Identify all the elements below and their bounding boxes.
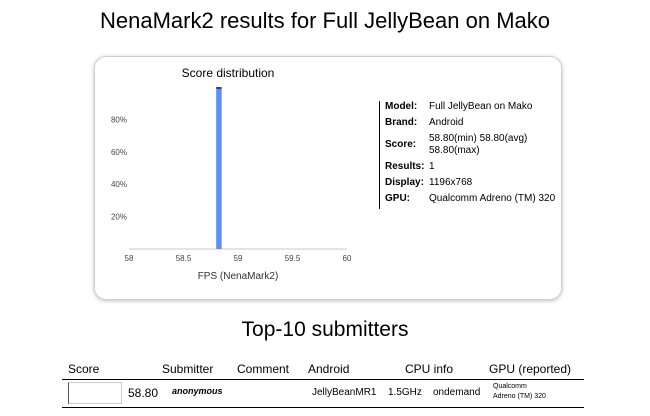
- row-submitter: anonymous: [172, 386, 223, 396]
- score-bar: [68, 382, 122, 404]
- info-value: 58.80(min) 58.80(avg) 58.80(max): [429, 133, 528, 156]
- info-key: Results:: [385, 161, 425, 172]
- y-tick-label: 20%: [111, 213, 127, 222]
- row-score: 58.80: [128, 386, 159, 400]
- info-row-model: Model: Full JellyBean on Mako: [385, 101, 561, 113]
- results-card: Score distribution FPS (NenaMark2) 58 58.…: [94, 56, 562, 300]
- chart-title: Score distribution: [182, 66, 275, 80]
- column-header-score: Score: [68, 362, 100, 376]
- column-header-gpu: GPU (reported): [489, 362, 572, 376]
- y-tick-label: 60%: [111, 148, 127, 157]
- column-header-android: Android: [308, 362, 350, 376]
- x-axis-label: FPS (NenaMark2): [198, 271, 279, 282]
- submitters-title: Top-10 submitters: [241, 318, 409, 341]
- info-row-gpu: GPU: Qualcomm Adreno (TM) 320: [385, 193, 561, 205]
- info-value: 1: [429, 161, 435, 172]
- column-header-submitter: Submitter: [162, 362, 214, 376]
- header-divider: [62, 379, 584, 380]
- info-key: Brand:: [385, 117, 418, 128]
- row-divider: [62, 407, 584, 408]
- info-key: Model:: [385, 101, 418, 112]
- row-android: JellyBeanMR1: [312, 387, 377, 398]
- x-tick-label: 58: [125, 254, 134, 263]
- info-value: Android: [429, 117, 464, 128]
- page-title: NenaMark2 results for Full JellyBean on …: [100, 8, 550, 33]
- row-gpu-model: Adreno (TM) 320: [493, 393, 546, 400]
- y-tick-label: 80%: [111, 115, 127, 124]
- info-row-score: Score: 58.80(min) 58.80(avg) 58.80(max): [385, 133, 561, 157]
- distribution-bar: [216, 87, 222, 249]
- info-value: Qualcomm Adreno (TM) 320: [429, 193, 556, 204]
- info-key: Score:: [385, 139, 417, 150]
- x-tick-label: 59.5: [285, 254, 301, 263]
- info-key: GPU:: [385, 193, 410, 204]
- info-value: Full JellyBean on Mako: [429, 101, 533, 112]
- row-cpu-governor: ondemand: [433, 387, 481, 398]
- column-header-cpu: CPU info: [405, 362, 454, 376]
- column-header-comment: Comment: [237, 362, 290, 376]
- score-distribution-chart: Score distribution FPS (NenaMark2) 58 58.…: [111, 66, 352, 282]
- info-row-display: Display: 1196x768: [385, 177, 561, 189]
- row-gpu-vendor: Qualcomm: [493, 383, 527, 390]
- info-row-brand: Brand: Android: [385, 117, 561, 129]
- info-value: 1196x768: [429, 177, 473, 188]
- device-info-panel: Model: Full JellyBean on Mako Brand: And…: [379, 101, 561, 209]
- row-cpu-speed: 1.5GHz: [388, 387, 422, 398]
- distribution-bar-cap: [216, 87, 222, 89]
- y-tick-label: 40%: [111, 180, 127, 189]
- x-tick-label: 58.5: [176, 254, 192, 263]
- info-row-results: Results: 1: [385, 161, 561, 173]
- x-tick-label: 60: [343, 254, 352, 263]
- x-tick-label: 59: [234, 254, 243, 263]
- info-key: Display:: [385, 177, 424, 188]
